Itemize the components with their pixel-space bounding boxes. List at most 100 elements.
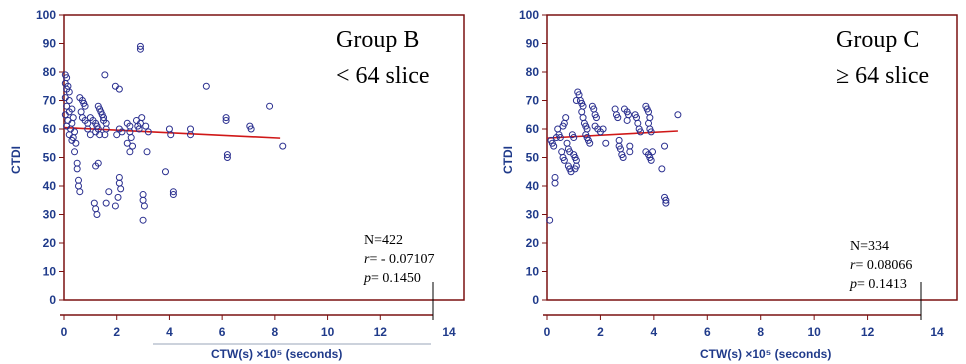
x-tick-label: 14 bbox=[930, 325, 944, 339]
x-axis-label: CTW(s) ×10⁵ (seconds) bbox=[700, 347, 831, 361]
data-point bbox=[247, 125, 255, 133]
data-point bbox=[65, 97, 73, 104]
data-point bbox=[662, 199, 670, 207]
data-point bbox=[118, 128, 126, 136]
data-point bbox=[562, 114, 570, 122]
data-point bbox=[117, 185, 125, 193]
data-point bbox=[611, 105, 619, 113]
y-tick-label: 90 bbox=[526, 37, 540, 51]
x-axis-label: CTW(s) ×10⁵ (seconds) bbox=[211, 347, 342, 361]
data-point bbox=[129, 142, 137, 150]
data-point bbox=[144, 128, 152, 136]
data-point bbox=[72, 139, 80, 147]
data-point bbox=[222, 114, 230, 122]
stat-p: p= 0.1413 bbox=[849, 277, 907, 292]
data-point bbox=[187, 125, 195, 133]
data-point bbox=[123, 139, 131, 147]
data-point bbox=[143, 148, 151, 156]
y-tick-label: 20 bbox=[43, 236, 57, 250]
data-point bbox=[63, 102, 71, 110]
chart-subtitle: ≥ 64 slice bbox=[836, 63, 929, 89]
data-point bbox=[614, 114, 622, 122]
data-point bbox=[101, 131, 109, 139]
x-tick-label: 4 bbox=[651, 325, 658, 339]
data-point bbox=[563, 139, 571, 147]
stat-p-value: = 0.1450 bbox=[371, 271, 421, 286]
data-point bbox=[266, 102, 274, 110]
data-point bbox=[658, 165, 666, 173]
x-tick-label: 8 bbox=[757, 325, 764, 339]
data-point bbox=[71, 148, 79, 156]
y-tick-label: 30 bbox=[43, 208, 57, 222]
data-point bbox=[167, 131, 175, 139]
y-tick-label: 30 bbox=[526, 208, 540, 222]
data-point bbox=[169, 191, 177, 199]
y-tick-label: 90 bbox=[43, 37, 57, 51]
data-point bbox=[570, 134, 578, 142]
stat-r-symbol: r bbox=[850, 258, 856, 273]
data-point bbox=[111, 202, 119, 210]
data-point bbox=[127, 134, 135, 142]
data-point bbox=[602, 139, 610, 147]
group-b-chart: 0 10 20 30 40 50 60 70 80 90 100 0 2 4 6 8 10 12 14 CTW(s) … bbox=[9, 8, 465, 361]
x-tick-label: 12 bbox=[374, 325, 388, 339]
data-point bbox=[126, 128, 134, 136]
data-point bbox=[592, 114, 600, 122]
data-point bbox=[115, 179, 123, 187]
stat-r-value: = - 0.07107 bbox=[369, 252, 434, 267]
y-tick-label: 60 bbox=[43, 122, 57, 136]
data-point bbox=[551, 179, 559, 187]
data-point bbox=[623, 116, 631, 124]
data-point bbox=[619, 154, 627, 161]
data-point bbox=[572, 162, 580, 170]
x-tick-label: 0 bbox=[544, 325, 551, 339]
x-tick-label: 12 bbox=[861, 325, 875, 339]
data-point bbox=[139, 191, 147, 199]
y-tick-label: 70 bbox=[43, 94, 57, 108]
y-tick-label: 60 bbox=[526, 122, 540, 136]
data-point bbox=[626, 148, 634, 156]
y-axis-label: CTDI bbox=[501, 146, 515, 174]
data-point bbox=[649, 148, 657, 156]
data-point bbox=[161, 168, 169, 176]
y-tick-label: 0 bbox=[532, 293, 539, 307]
y-tick-label: 40 bbox=[526, 179, 540, 193]
regression-line bbox=[546, 130, 678, 139]
chart-title: Group B bbox=[336, 27, 419, 53]
data-point bbox=[126, 148, 134, 156]
data-point bbox=[84, 125, 92, 133]
data-point bbox=[105, 188, 113, 196]
y-tick-label: 0 bbox=[49, 293, 56, 307]
x-tick-label: 6 bbox=[219, 325, 226, 339]
data-point bbox=[142, 122, 150, 130]
chart-subtitle: < 64 slice bbox=[336, 63, 430, 89]
data-point bbox=[551, 173, 559, 181]
stat-r: r= 0.08066 bbox=[850, 258, 912, 273]
y-tick-label: 10 bbox=[43, 265, 57, 279]
data-point bbox=[73, 165, 81, 173]
data-point bbox=[662, 196, 670, 204]
data-point bbox=[223, 154, 231, 161]
data-point bbox=[615, 136, 623, 144]
data-point bbox=[90, 199, 98, 207]
data-point bbox=[560, 156, 568, 164]
data-point bbox=[550, 142, 558, 150]
data-point bbox=[113, 131, 121, 139]
data-point bbox=[96, 131, 104, 139]
data-point bbox=[76, 188, 84, 196]
data-point bbox=[187, 131, 195, 139]
data-point bbox=[139, 216, 147, 224]
stat-r-value: = 0.08066 bbox=[855, 258, 912, 273]
data-point bbox=[65, 88, 73, 96]
stat-r: r= - 0.07107 bbox=[364, 252, 435, 267]
y-tick-label: 50 bbox=[526, 151, 540, 165]
data-point bbox=[138, 114, 146, 122]
data-point bbox=[556, 134, 564, 142]
data-point bbox=[140, 202, 148, 210]
y-tick-label: 50 bbox=[43, 151, 57, 165]
data-point bbox=[81, 102, 89, 110]
data-point bbox=[114, 193, 122, 201]
x-tick-label: 6 bbox=[704, 325, 711, 339]
data-point bbox=[647, 128, 655, 136]
y-axis-label: CTDI bbox=[9, 146, 23, 174]
